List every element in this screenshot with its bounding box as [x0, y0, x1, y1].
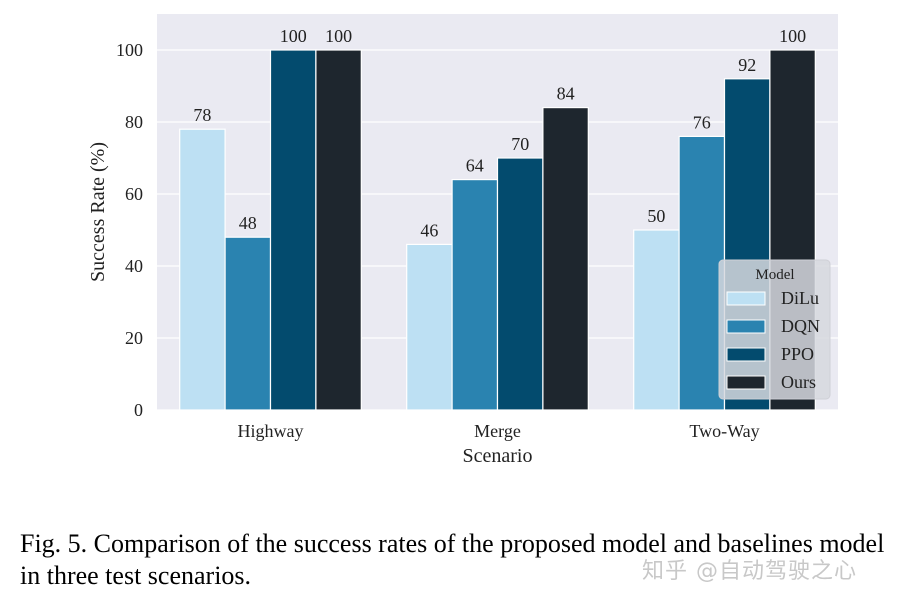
- bar-dilu: [179, 128, 226, 411]
- legend-label: PPO: [781, 344, 814, 364]
- legend-label: DQN: [781, 316, 820, 336]
- y-tick-label: 100: [116, 40, 143, 60]
- legend-swatch-ours: [726, 375, 766, 390]
- data-label: 48: [239, 213, 257, 233]
- data-label: 92: [738, 55, 756, 75]
- y-tick-label: 60: [125, 184, 143, 204]
- data-label: 76: [693, 112, 711, 132]
- y-tick-label: 0: [134, 400, 143, 420]
- x-axis-label: Scenario: [463, 445, 533, 467]
- data-label: 78: [193, 105, 211, 125]
- data-label: 100: [779, 26, 806, 46]
- bar-ours: [542, 106, 589, 411]
- legend-swatch-ppo: [726, 347, 766, 362]
- bar-dqn: [451, 179, 499, 411]
- y-tick-label: 20: [125, 328, 143, 348]
- bar-chart: 0 20 40 60 80 100 Success Rate (%) Highway 78 48 1…: [87, 14, 838, 467]
- data-label: 100: [280, 26, 307, 46]
- x-tick-label: Two-Way: [689, 421, 759, 441]
- data-label: 70: [511, 134, 529, 154]
- y-tick-label: 80: [125, 112, 143, 132]
- data-label: 64: [466, 156, 484, 176]
- bar-dqn: [678, 135, 726, 411]
- legend-label: Ours: [781, 372, 816, 392]
- legend-title: Model: [755, 267, 794, 283]
- x-tick-label: Highway: [238, 421, 304, 441]
- bar-ours: [315, 49, 362, 411]
- data-label: 46: [420, 220, 438, 240]
- watermark: 知乎 @自动驾驶之心: [642, 559, 857, 584]
- bar-dilu: [406, 243, 453, 411]
- data-label: 100: [325, 26, 352, 46]
- bar-dqn: [224, 236, 272, 411]
- data-label: 84: [557, 84, 575, 104]
- legend-swatch-dilu: [726, 291, 766, 306]
- bar-dilu: [633, 229, 680, 411]
- y-tick-label: 40: [125, 256, 143, 276]
- x-tick-label: Merge: [474, 421, 521, 441]
- bar-ppo: [269, 49, 317, 411]
- y-axis-label: Success Rate (%): [87, 142, 109, 282]
- data-label: 50: [647, 206, 665, 226]
- figure-caption: Fig. 5. Comparison of the success rates …: [20, 529, 885, 590]
- legend-swatch-dqn: [726, 319, 766, 334]
- bar-ppo: [496, 157, 544, 411]
- legend-label: DiLu: [781, 288, 819, 308]
